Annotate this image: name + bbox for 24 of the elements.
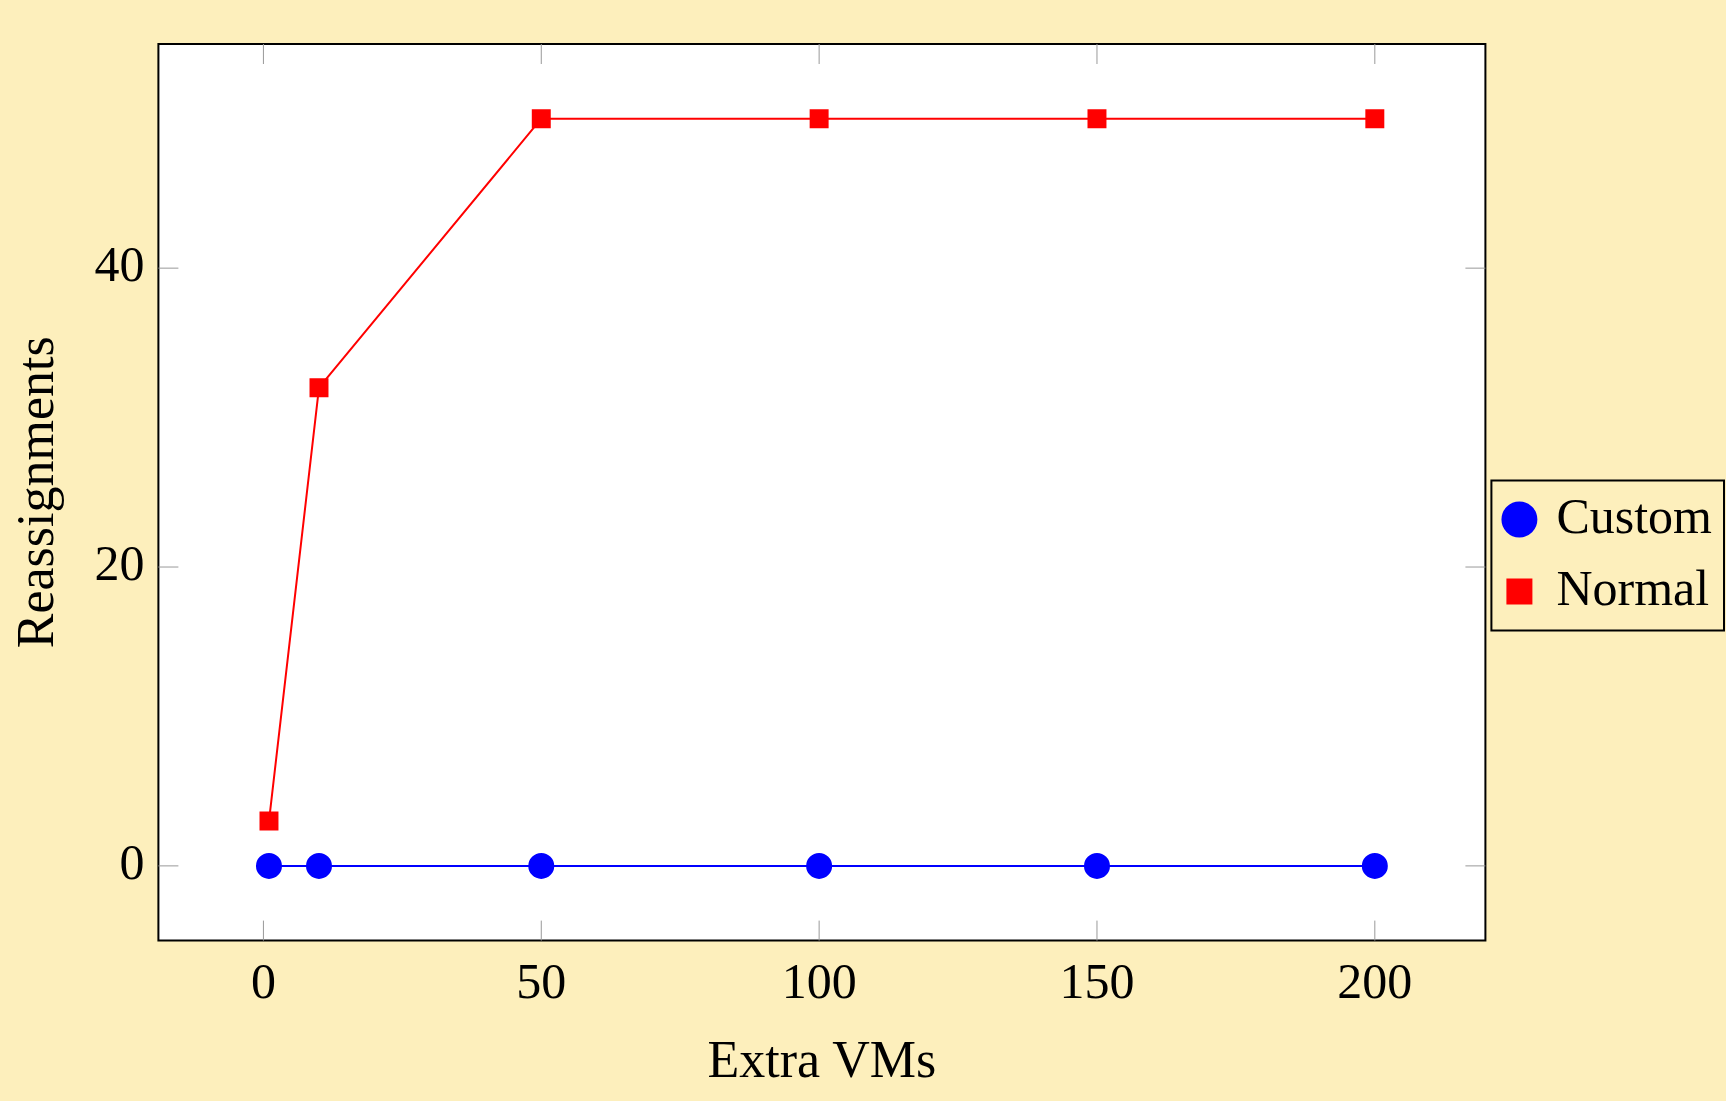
point — [255, 852, 282, 879]
x-tick-label: 200 — [1337, 952, 1413, 1009]
point — [1083, 852, 1110, 879]
x-tick-label: 0 — [250, 952, 276, 1009]
point — [531, 109, 551, 129]
point — [528, 852, 555, 879]
x-tick-label: 50 — [516, 952, 567, 1009]
y-axis-title: Reassignments — [6, 336, 64, 649]
y-tick-label: 0 — [119, 834, 145, 891]
point — [1365, 109, 1385, 129]
legend-label: Normal — [1556, 559, 1710, 616]
y-tick-label: 20 — [94, 535, 145, 592]
point — [1087, 109, 1107, 129]
point — [806, 852, 833, 879]
x-axis-title: Extra VMs — [707, 1031, 937, 1089]
point — [306, 852, 332, 879]
point — [259, 811, 279, 831]
x-tick-label: 150 — [1059, 952, 1135, 1009]
x-tick-label: 100 — [781, 952, 857, 1009]
y-tick-label: 40 — [94, 236, 145, 293]
point — [809, 109, 829, 129]
point — [1361, 852, 1388, 879]
point — [309, 378, 329, 398]
legend-label: Custom — [1556, 487, 1713, 544]
